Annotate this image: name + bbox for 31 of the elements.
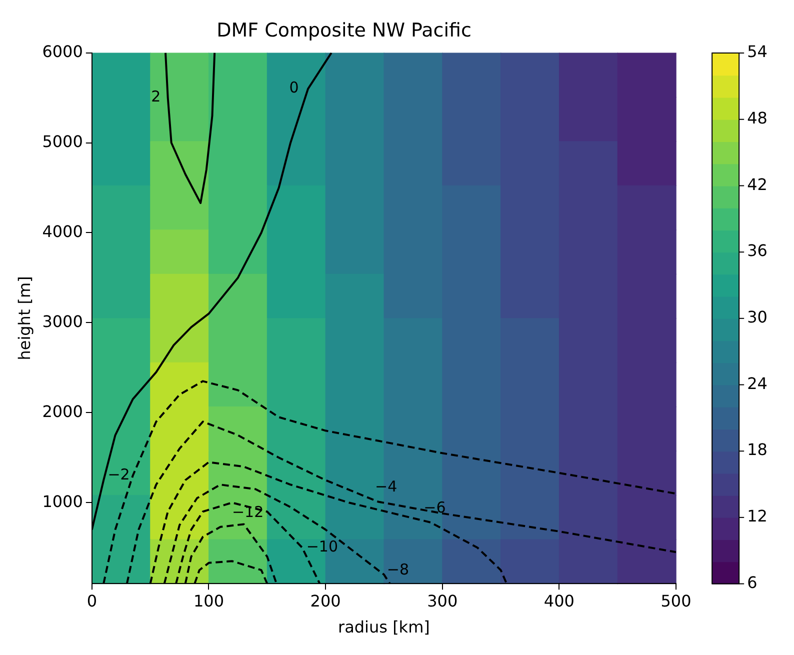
y-tick-label: 1000 <box>42 492 83 511</box>
series-label: −4 <box>375 478 398 496</box>
y-tick-label: 2000 <box>42 402 83 421</box>
y-tick-label: 6000 <box>42 42 83 61</box>
color-bar-label: 48 <box>746 108 768 128</box>
series-label: −6 <box>424 498 446 516</box>
series-label: 0 <box>289 78 299 97</box>
color-bar-label: 30 <box>746 307 768 326</box>
color-bar-label: 18 <box>746 440 768 460</box>
x-tick-label: 200 <box>310 591 341 610</box>
series-label: −2 <box>108 466 130 484</box>
x-tick-label: 500 <box>660 591 692 610</box>
y-axis-title: height [m] <box>14 276 34 360</box>
color-bar-label: 24 <box>746 374 768 393</box>
x-axis-title: radius [km] <box>338 618 430 637</box>
color-bar-label: 12 <box>746 506 768 526</box>
y-tick-label: 4000 <box>42 222 83 241</box>
series-label: −10 <box>306 538 338 556</box>
x-tick-label: 300 <box>427 591 458 610</box>
series-label: 2 <box>151 88 161 106</box>
chart-title: DMF Composite NW Pacific <box>216 19 472 42</box>
x-tick-label: 400 <box>544 591 574 610</box>
series-label: −8 <box>386 560 410 578</box>
color-bar-label: 42 <box>746 174 768 194</box>
x-tick-label: 100 <box>193 591 224 610</box>
x-tick-label: 0 <box>86 591 98 610</box>
y-tick-label: 3000 <box>42 312 83 331</box>
color-bar-label: 6 <box>746 572 758 592</box>
color-bar-label: 54 <box>746 42 768 61</box>
y-tick-label: 5000 <box>42 132 83 151</box>
color-bar-label: 36 <box>746 241 768 260</box>
